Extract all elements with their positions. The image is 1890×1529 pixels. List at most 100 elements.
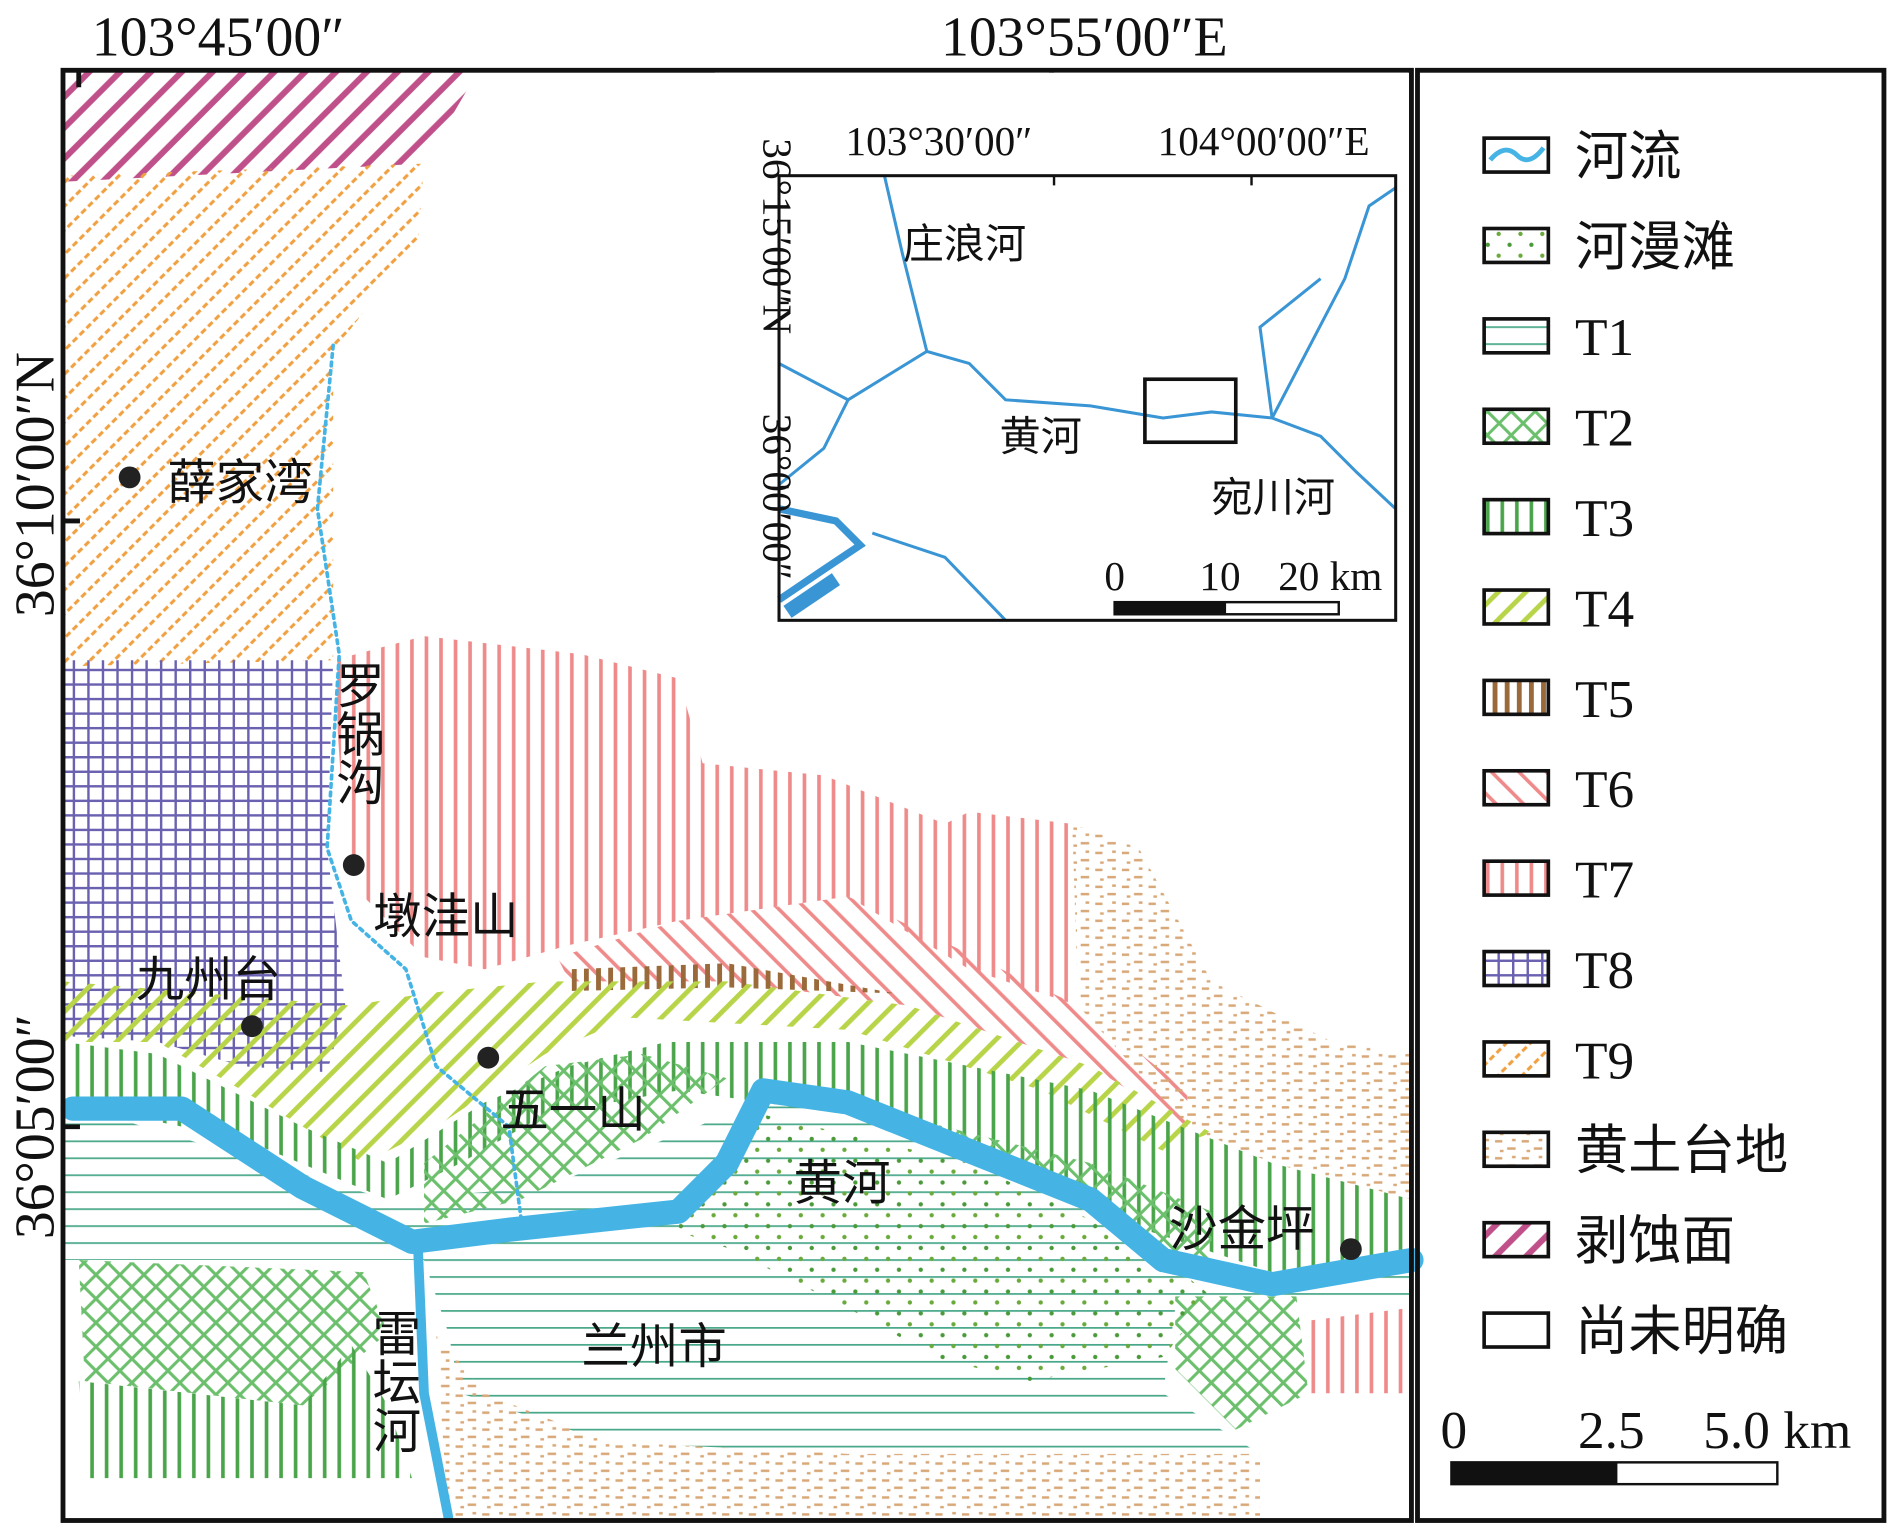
legend-swatch [1482, 317, 1551, 355]
legend-swatch [1482, 768, 1551, 807]
settlement-dot [1339, 1238, 1362, 1261]
lat-label: 36°05′00″ [4, 1014, 66, 1239]
lon-label: 103°55′00″E [941, 7, 1228, 69]
legend-swatch [1482, 1130, 1551, 1169]
legend-swatch-fill [1484, 1041, 1549, 1076]
t3 [63, 1041, 1412, 1273]
legend-label: T7 [1575, 851, 1634, 910]
scale-bar [1451, 1462, 1618, 1485]
inset-river [1258, 277, 1322, 419]
settlement-dot [118, 466, 141, 489]
place-label: 兰州市 [582, 1321, 727, 1374]
map-units [63, 70, 1412, 1521]
study-area-box [1143, 377, 1238, 445]
place-label: 黄河 [794, 1157, 891, 1210]
legend-swatch [1482, 1040, 1551, 1078]
inset-river [871, 531, 1007, 622]
t9 [63, 163, 425, 667]
t7 [1308, 1308, 1406, 1394]
loess-terrace [1072, 823, 1412, 1200]
t6 [557, 896, 1188, 1127]
inset-place: 庄浪河 [903, 221, 1027, 267]
place-label: 墩洼山 [373, 891, 518, 944]
legend-swatch-fill [1484, 861, 1549, 896]
scale-label: 0 [1441, 1401, 1468, 1460]
t3 [78, 1344, 412, 1479]
legend-swatch-fill [1484, 951, 1549, 986]
legend-swatch [1482, 136, 1551, 174]
legend-river [1488, 146, 1546, 163]
settlement-dot [342, 854, 365, 876]
leitan-river [413, 1243, 454, 1522]
place-label: 罗锅沟 [328, 660, 383, 805]
legend-swatch [1482, 949, 1551, 988]
legend-swatch-fill [1484, 680, 1549, 715]
legend-label: T8 [1575, 941, 1634, 1000]
luoguo-gully [315, 343, 523, 1220]
inset-lon-label: 104°00′00″E [1158, 118, 1370, 164]
inset-map: 103°30′00″ 104°00′00″E 36°15′00″N 36°00′… [714, 72, 1408, 631]
legend-swatch-fill [1484, 409, 1549, 444]
legend-swatch [1482, 859, 1551, 897]
settlement-dot [241, 1015, 263, 1038]
inset-rivers [776, 175, 1397, 622]
place-labels: 薛家湾 罗锅沟 墩洼山 九州台 五一山 黄河 沙金坪 兰州市 雷坛河 [136, 456, 1315, 1454]
inset-river [1271, 416, 1397, 510]
scale-label: 2.5 [1578, 1401, 1645, 1460]
t2 [424, 1054, 727, 1224]
inset-river [776, 505, 866, 603]
legend-label: T2 [1575, 399, 1634, 458]
scale-label: 0 [1104, 553, 1125, 599]
inset-place: 宛川河 [1212, 474, 1336, 520]
legend-label: T4 [1575, 579, 1634, 638]
rivers [60, 343, 1424, 1522]
settlements [118, 466, 1362, 1261]
legend-label: T1 [1575, 308, 1634, 367]
legend-swatch-fill [1484, 770, 1549, 805]
t2 [1175, 1296, 1309, 1430]
place-label: 雷坛河 [365, 1308, 420, 1453]
legend-swatch-fill [1484, 1132, 1549, 1167]
t8 [63, 660, 346, 1073]
legend-swatch [1482, 1220, 1551, 1259]
inset-background [714, 72, 1408, 631]
inset-lat-label: 36°15′00″N [754, 138, 800, 334]
place-label: 五一山 [500, 1085, 645, 1138]
legend-label: T9 [1575, 1031, 1634, 1090]
legend-label: T6 [1575, 760, 1634, 819]
scale: 0 2.5 5.0 km [1441, 1401, 1851, 1486]
t7 [333, 636, 1079, 1006]
legend-label: 河流 [1575, 127, 1682, 186]
inset-river [778, 186, 1397, 420]
legend-frame [1415, 67, 1887, 1523]
yellow-river [60, 1078, 1424, 1297]
floodplain [654, 1114, 1212, 1382]
legend-swatch-fill [1484, 499, 1549, 534]
erosion-surface [63, 70, 479, 182]
legend-swatch-fill [1484, 1222, 1549, 1257]
legend-swatch [1482, 588, 1551, 626]
scale-bar [1114, 602, 1227, 615]
legend-swatch-fill [1484, 318, 1549, 353]
legend-swatch [1482, 226, 1551, 265]
inset-lon-label: 103°30′00″ [846, 118, 1033, 164]
legend-swatch [1482, 497, 1551, 536]
map-frame [60, 67, 1414, 1523]
legend-swatch-fill [1484, 228, 1549, 263]
place-label: 九州台 [136, 954, 281, 1007]
legend-label: T5 [1575, 670, 1634, 729]
inset-river [882, 175, 929, 352]
legend-swatch-fill [1484, 590, 1549, 624]
legend-label: 河漫滩 [1575, 218, 1735, 277]
t4 [63, 981, 1212, 1164]
lat-label: 36°10′00″N [4, 352, 66, 617]
loess-terrace [436, 1332, 1261, 1521]
inset-place: 黄河 [1000, 414, 1082, 460]
legend-label: 尚未明确 [1575, 1302, 1788, 1361]
inset-frame [777, 174, 1398, 622]
inset-river [778, 399, 850, 486]
place-label: 沙金坪 [1169, 1203, 1314, 1256]
inset-river [783, 573, 841, 618]
